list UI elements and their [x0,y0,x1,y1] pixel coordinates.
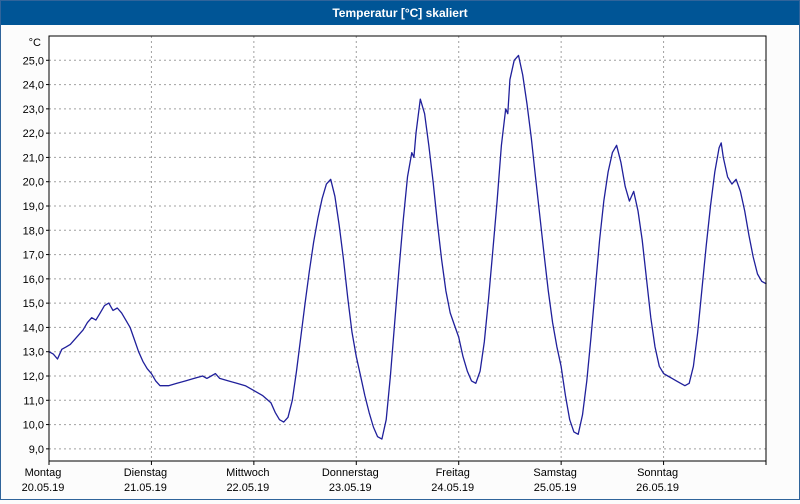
y-tick-label: 11,0 [23,395,44,407]
plot-area [49,36,766,461]
temperature-chart: 9,0 10,0 11,0 12,0 13,0 14,0 15,0 16,0 17,0 18,0 1… [22,35,767,494]
x-axis: Montag 20.05.19 Dienstag 21.05.19 Mittwoch 22… [22,461,767,494]
chart-region: 9,0 10,0 11,0 12,0 13,0 14,0 15,0 16,0 17,0 18,0 1… [1,25,799,499]
y-tick-label: 19,0 [23,201,44,213]
x-day-label: Mittwoch [226,467,269,479]
x-date-label: 26.05.19 [636,482,679,494]
y-axis: 9,0 10,0 11,0 12,0 13,0 14,0 15,0 16,0 17,0 18,0 1… [23,37,49,456]
temperature-line [48,54,767,440]
y-tick-label: 10,0 [23,420,44,432]
y-tick-label: 13,0 [23,347,44,359]
y-tick-label: 23,0 [23,104,44,116]
y-tick-label: 18,0 [23,225,44,237]
y-tick-label: 12,0 [23,371,44,383]
window-title: Temperatur [°C] skaliert [332,6,468,20]
x-day-label: Sonntag [637,467,678,479]
x-day-label: Donnerstag [322,467,379,479]
y-tick-label: 16,0 [23,274,44,286]
y-tick-label: 25,0 [23,55,44,67]
x-day-label: Freitag [436,467,470,479]
y-tick-label: 24,0 [23,80,44,92]
title-bar: Temperatur [°C] skaliert [1,1,799,25]
y-tick-label: 22,0 [23,128,44,140]
x-date-label: 25.05.19 [534,482,577,494]
x-date-label: 20.05.19 [22,482,65,494]
y-tick-label: 14,0 [23,322,44,334]
plot-border [48,35,767,462]
y-tick-label: 20,0 [23,177,44,189]
y-tick-label: 15,0 [23,298,44,310]
x-day-label: Dienstag [124,467,167,479]
gridlines [49,36,766,461]
y-tick-label: 9,0 [29,444,44,456]
x-day-label: Samstag [533,467,576,479]
x-date-label: 23.05.19 [329,482,372,494]
x-date-label: 24.05.19 [431,482,474,494]
x-date-label: 22.05.19 [226,482,269,494]
x-day-label: Montag [25,467,62,479]
x-date-label: 21.05.19 [124,482,167,494]
y-tick-label: 21,0 [23,152,44,164]
y-tick-label: 17,0 [23,250,44,262]
y-axis-unit-label: °C [29,37,41,49]
